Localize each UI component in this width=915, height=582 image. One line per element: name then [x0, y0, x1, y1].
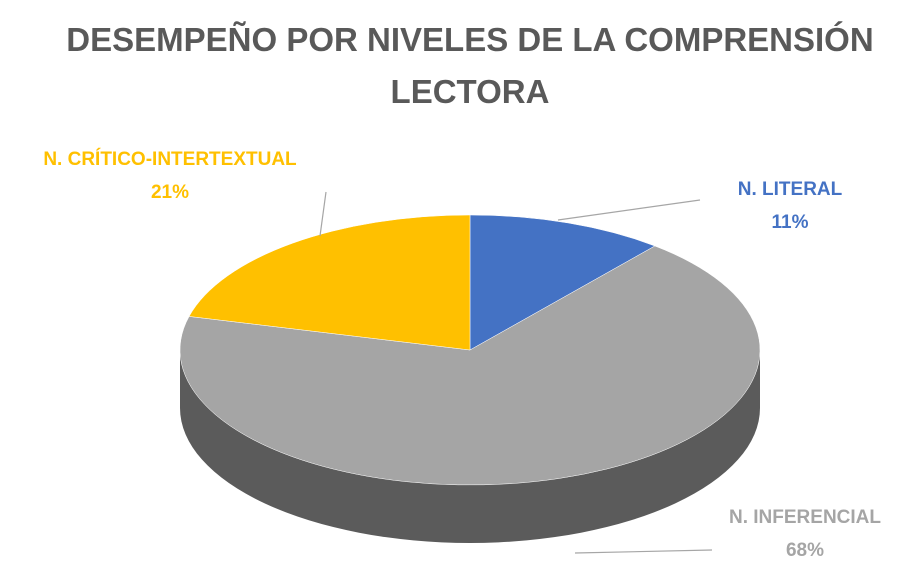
- leader-line: [557, 199, 701, 221]
- chart-title: DESEMPEÑO POR NIVELES DE LA COMPRENSIÓN …: [66, 21, 874, 110]
- data-label-name: N. CRÍTICO-INTERTEXTUAL: [43, 148, 297, 170]
- slice: [188, 214, 471, 351]
- leader-line: [574, 549, 713, 554]
- slice: [179, 245, 761, 486]
- leader-line: [319, 191, 327, 237]
- data-label-name: N. LITERAL: [738, 179, 843, 200]
- data-label-value: 11%: [772, 212, 809, 233]
- data-label-value: 21%: [151, 182, 189, 203]
- slice-side: [180, 350, 760, 543]
- data-label-name: N. INFERENCIAL: [729, 507, 881, 528]
- data-label-value: 68%: [786, 540, 824, 561]
- slice: [469, 214, 656, 351]
